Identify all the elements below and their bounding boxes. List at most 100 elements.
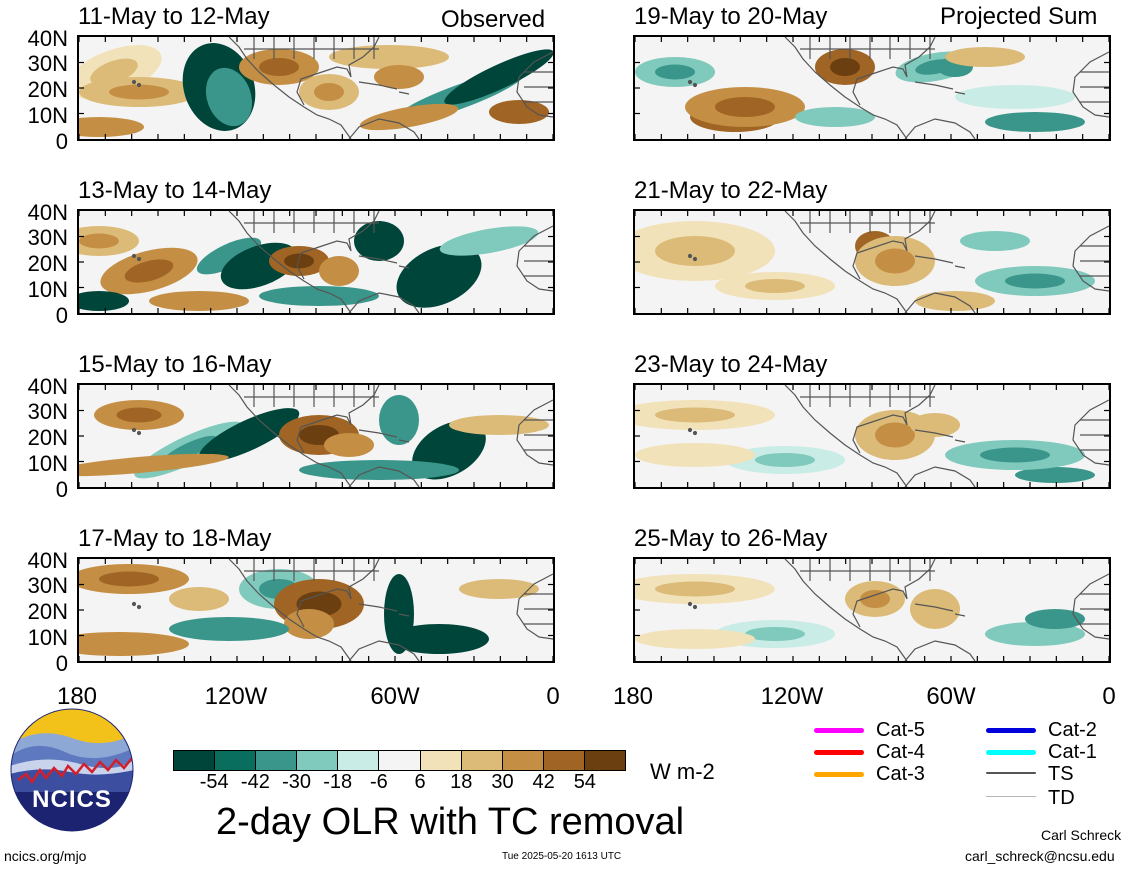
tc-legend-line — [986, 728, 1036, 733]
colorbar-label: -42 — [240, 771, 270, 793]
panel-title: 17-May to 18-May — [78, 525, 272, 552]
lon-label: 120W — [204, 683, 268, 710]
tc-legend-label: Cat-4 — [876, 741, 925, 763]
olr-anomaly-region — [439, 226, 539, 256]
lat-label: 30N — [27, 51, 68, 76]
tc-legend-line — [986, 772, 1036, 774]
lon-label: 0 — [546, 683, 560, 710]
lat-label: 20N — [27, 425, 68, 450]
colorbar-label: 42 — [532, 771, 555, 793]
lon-label: 0 — [1102, 683, 1116, 710]
colorbar-swatch — [337, 751, 379, 770]
tc-legend-line — [986, 750, 1036, 755]
olr-anomaly-region — [1015, 467, 1095, 483]
olr-map-projected-1 — [633, 35, 1111, 141]
olr-anomaly-region — [374, 65, 424, 89]
footer-timestamp: Tue 2025-05-20 1613 UTC — [502, 851, 622, 862]
olr-anomaly-region — [79, 117, 144, 137]
colorbar-label: -6 — [370, 771, 388, 793]
olr-anomaly-region — [354, 221, 404, 261]
lon-label: 180 — [612, 683, 654, 710]
olr-anomaly-region — [79, 632, 189, 656]
colorbar-swatch — [296, 751, 338, 770]
lat-label: 20N — [27, 77, 68, 102]
olr-anomaly-region — [79, 291, 129, 311]
tc-legend-label: TS — [1048, 763, 1074, 785]
olr-anomaly-region — [319, 256, 359, 286]
colorbar-swatch — [378, 751, 420, 770]
colorbar-swatch — [583, 751, 626, 770]
olr-anomaly-region — [1025, 609, 1085, 629]
colorbar-swatch — [501, 751, 543, 770]
olr-anomaly-region — [149, 291, 249, 311]
lat-label: 20N — [27, 251, 68, 276]
colorbar-swatch — [214, 751, 256, 770]
colorbar-label: -18 — [323, 771, 353, 793]
panel-title: 13-May to 14-May — [78, 177, 272, 204]
olr-anomaly-region — [329, 45, 449, 69]
colorbar-label: 18 — [450, 771, 473, 793]
olr-anomaly-region — [359, 103, 459, 131]
lat-label: 10N — [27, 625, 68, 650]
tc-legend-line — [814, 750, 864, 755]
olr-map-projected-4 — [633, 557, 1111, 663]
colorbar-swatch — [174, 751, 215, 770]
tc-legend-label: Cat-2 — [1048, 719, 1097, 741]
panel-title: 25-May to 26-May — [634, 525, 828, 552]
lat-label: 40N — [27, 26, 68, 51]
olr-anomaly-region — [284, 609, 334, 639]
colorbar-units: W m-2 — [650, 759, 715, 784]
olr-anomaly-region — [915, 291, 995, 311]
olr-map-observed-2 — [77, 209, 555, 315]
olr-map-projected-2 — [633, 209, 1111, 315]
lon-label: 180 — [56, 683, 98, 710]
lat-label: 40N — [27, 200, 68, 225]
tc-legend-label: Cat-5 — [876, 719, 925, 741]
olr-anomaly-region — [379, 395, 419, 445]
colorbar — [173, 750, 626, 771]
lat-label: 20N — [27, 599, 68, 624]
colorbar-swatch — [255, 751, 297, 770]
lon-label: 60W — [370, 683, 420, 710]
lat-label: 30N — [27, 225, 68, 250]
olr-anomaly-region — [985, 112, 1085, 132]
tc-legend-line — [986, 796, 1036, 797]
lat-label: 0 — [55, 303, 68, 328]
olr-anomaly-region — [955, 85, 1075, 109]
colorbar-swatch — [542, 751, 584, 770]
tc-legend-label: Cat-1 — [1048, 741, 1097, 763]
tc-legend-line — [814, 728, 864, 733]
logo-text: NCICS — [32, 786, 112, 813]
panel-title: 23-May to 24-May — [634, 351, 828, 378]
footer-author: Carl Schreck — [1041, 827, 1122, 843]
lat-label: 40N — [27, 548, 68, 573]
olr-anomaly-region — [635, 443, 755, 467]
colorbar-label: 30 — [491, 771, 514, 793]
ncics-logo: NCICS — [10, 708, 134, 832]
olr-anomaly-region — [960, 231, 1030, 251]
olr-map-projected-3 — [633, 383, 1111, 489]
colorbar-label: -54 — [199, 771, 229, 793]
olr-map-observed-3 — [77, 383, 555, 489]
colorbar-label: 54 — [573, 771, 596, 793]
main-title: 2-day OLR with TC removal — [216, 801, 685, 843]
olr-anomaly-region — [259, 286, 379, 306]
observed-label: Observed — [441, 6, 546, 33]
lat-label: 30N — [27, 399, 68, 424]
olr-anomaly-region — [299, 460, 459, 480]
tc-legend-line — [814, 772, 864, 777]
tc-legend-label: Cat-3 — [876, 763, 925, 785]
panel-title: 11-May to 12-May — [78, 3, 270, 30]
panel-title: 19-May to 20-May — [634, 3, 828, 30]
olr-anomaly-region — [205, 67, 253, 127]
colorbar-label: -30 — [282, 771, 311, 793]
lat-label: 30N — [27, 573, 68, 598]
colorbar-label: 6 — [414, 771, 426, 793]
projected-sum-label: Projected Sum — [940, 3, 1098, 30]
olr-anomaly-region — [79, 453, 229, 477]
olr-anomaly-region — [169, 587, 229, 611]
lat-label: 10N — [27, 451, 68, 476]
olr-anomaly-region — [489, 100, 549, 124]
colorbar-swatch — [460, 751, 502, 770]
footer-url: ncics.org/mjo — [4, 848, 87, 864]
